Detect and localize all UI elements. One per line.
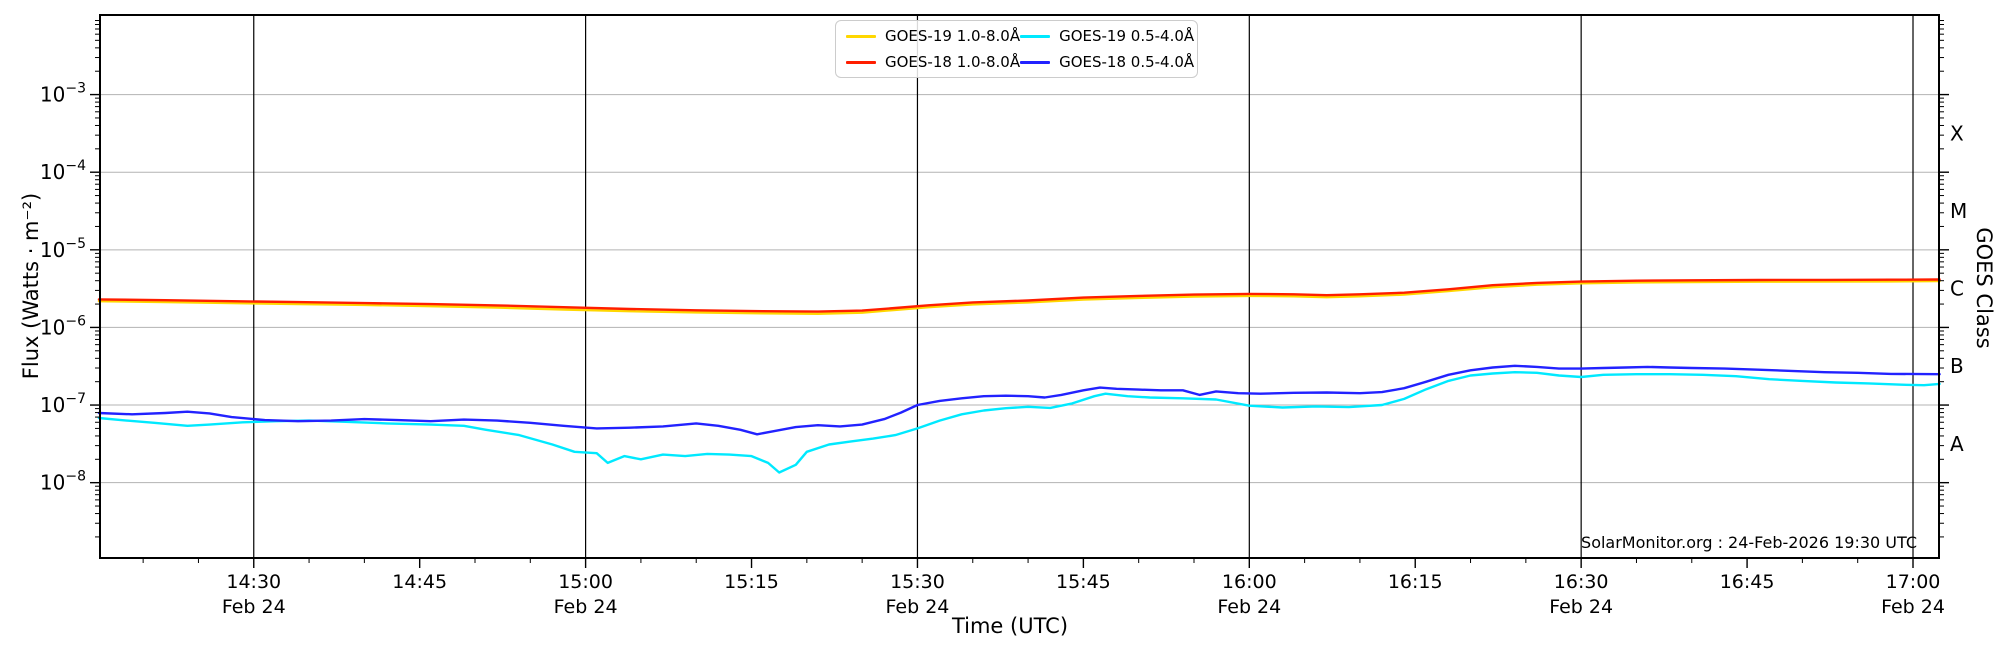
y-axis-label-flux: Flux (Watts · m⁻²) xyxy=(19,192,43,380)
svg-text:15:30: 15:30 xyxy=(890,571,945,593)
watermark-solarmonitor: SolarMonitor.org : 24-Feb-2026 19:30 UTC xyxy=(1581,533,1917,552)
svg-text:Feb 24: Feb 24 xyxy=(1881,596,1945,618)
svg-text:Feb 24: Feb 24 xyxy=(886,596,950,618)
svg-text:17:00: 17:00 xyxy=(1886,571,1941,593)
svg-text:Feb 24: Feb 24 xyxy=(1549,596,1613,618)
svg-text:15:45: 15:45 xyxy=(1056,571,1111,593)
legend-swatch-goes18-long xyxy=(846,60,876,64)
svg-text:14:45: 14:45 xyxy=(392,571,447,593)
legend-item-goes18-long: GOES-18 1.0-8.0Å xyxy=(846,53,1020,71)
svg-text:B: B xyxy=(1950,354,1964,378)
svg-text:15:00: 15:00 xyxy=(558,571,613,593)
svg-text:16:15: 16:15 xyxy=(1388,571,1443,593)
svg-text:M: M xyxy=(1950,199,1967,223)
svg-text:X: X xyxy=(1950,121,1964,145)
legend: GOES-19 1.0-8.0Å GOES-18 1.0-8.0Å GOES-1… xyxy=(835,20,1198,78)
x-axis-label-time: Time (UTC) xyxy=(951,614,1069,638)
svg-text:Feb 24: Feb 24 xyxy=(554,596,618,618)
legend-item-goes19-short: GOES-19 0.5-4.0Å xyxy=(1020,27,1194,45)
svg-text:C: C xyxy=(1950,277,1964,301)
legend-label: GOES-19 0.5-4.0Å xyxy=(1059,27,1195,45)
svg-text:16:30: 16:30 xyxy=(1554,571,1609,593)
legend-swatch-goes19-long xyxy=(846,34,876,38)
svg-text:10−6: 10−6 xyxy=(40,313,86,339)
y-axis-label-goes-class: GOES Class xyxy=(1972,227,1996,349)
svg-text:A: A xyxy=(1950,432,1964,456)
legend-swatch-goes18-short xyxy=(1020,60,1051,64)
svg-text:Feb 24: Feb 24 xyxy=(1217,596,1281,618)
svg-text:10−5: 10−5 xyxy=(40,236,86,262)
legend-item-goes18-short: GOES-18 0.5-4.0Å xyxy=(1020,53,1194,71)
legend-swatch-goes19-short xyxy=(1020,34,1051,38)
svg-text:10−4: 10−4 xyxy=(40,158,86,184)
svg-text:10−7: 10−7 xyxy=(40,391,86,417)
legend-label: GOES-18 1.0-8.0Å xyxy=(885,53,1021,71)
svg-text:15:15: 15:15 xyxy=(724,571,779,593)
svg-text:10−3: 10−3 xyxy=(40,81,86,107)
svg-text:14:30: 14:30 xyxy=(226,571,281,593)
svg-text:10−8: 10−8 xyxy=(40,469,86,495)
legend-label: GOES-19 1.0-8.0Å xyxy=(885,27,1021,45)
svg-text:16:00: 16:00 xyxy=(1222,571,1277,593)
legend-label: GOES-18 0.5-4.0Å xyxy=(1059,53,1195,71)
svg-text:16:45: 16:45 xyxy=(1720,571,1775,593)
legend-item-goes19-long: GOES-19 1.0-8.0Å xyxy=(846,27,1020,45)
svg-text:Feb 24: Feb 24 xyxy=(222,596,286,618)
